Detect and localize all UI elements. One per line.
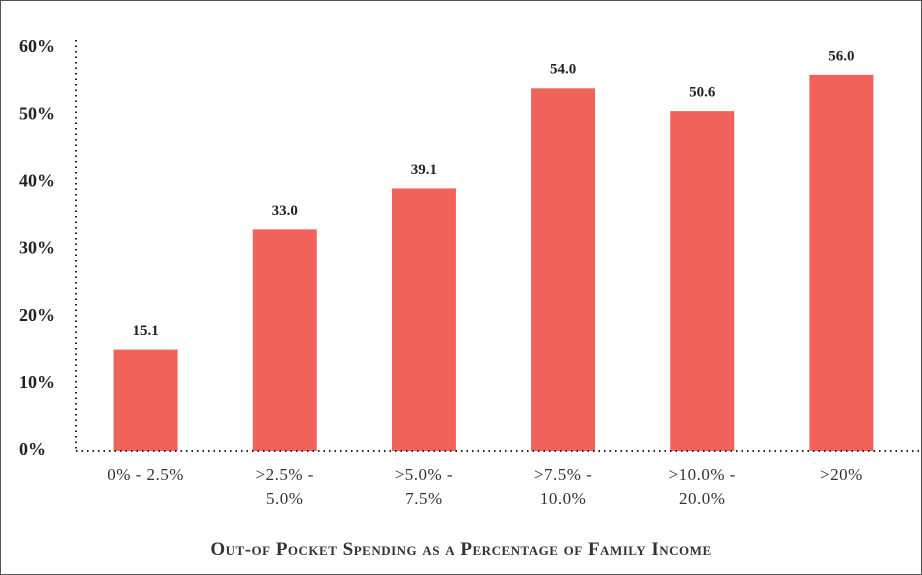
data-label: 50.6: [689, 85, 716, 101]
bar: [670, 111, 735, 452]
data-label: 39.1: [411, 162, 437, 178]
x-tick-label: >2.5% - 5.0%: [255, 465, 314, 508]
bar: [531, 88, 596, 452]
y-tick-label: 10%: [19, 372, 55, 392]
data-label: 56.0: [828, 48, 854, 64]
y-tick-label: 50%: [19, 103, 55, 123]
x-tick-label: >5.0% - 7.5%: [394, 465, 454, 508]
y-tick-label: 40%: [19, 170, 55, 190]
bar: [809, 74, 874, 451]
bar: [391, 188, 456, 451]
chart-title: Out-of Pocket Spending as a Percentage o…: [210, 539, 712, 560]
x-tick-label: >7.5% - 10.0%: [533, 465, 593, 508]
x-tick-label: 0% - 2.5%: [107, 465, 184, 484]
bar: [252, 229, 317, 451]
y-tick-label: 60%: [19, 36, 55, 56]
y-tick-label: 30%: [19, 238, 55, 258]
bar: [113, 349, 178, 451]
y-tick-label: 20%: [19, 305, 55, 325]
x-tick-label: >10.0% - 20.0%: [668, 465, 736, 508]
x-tick-label: >20%: [820, 465, 863, 484]
data-label: 15.1: [132, 323, 158, 339]
data-label: 33.0: [272, 203, 298, 219]
y-tick-label: 0%: [19, 439, 46, 459]
data-label: 54.0: [550, 62, 576, 78]
